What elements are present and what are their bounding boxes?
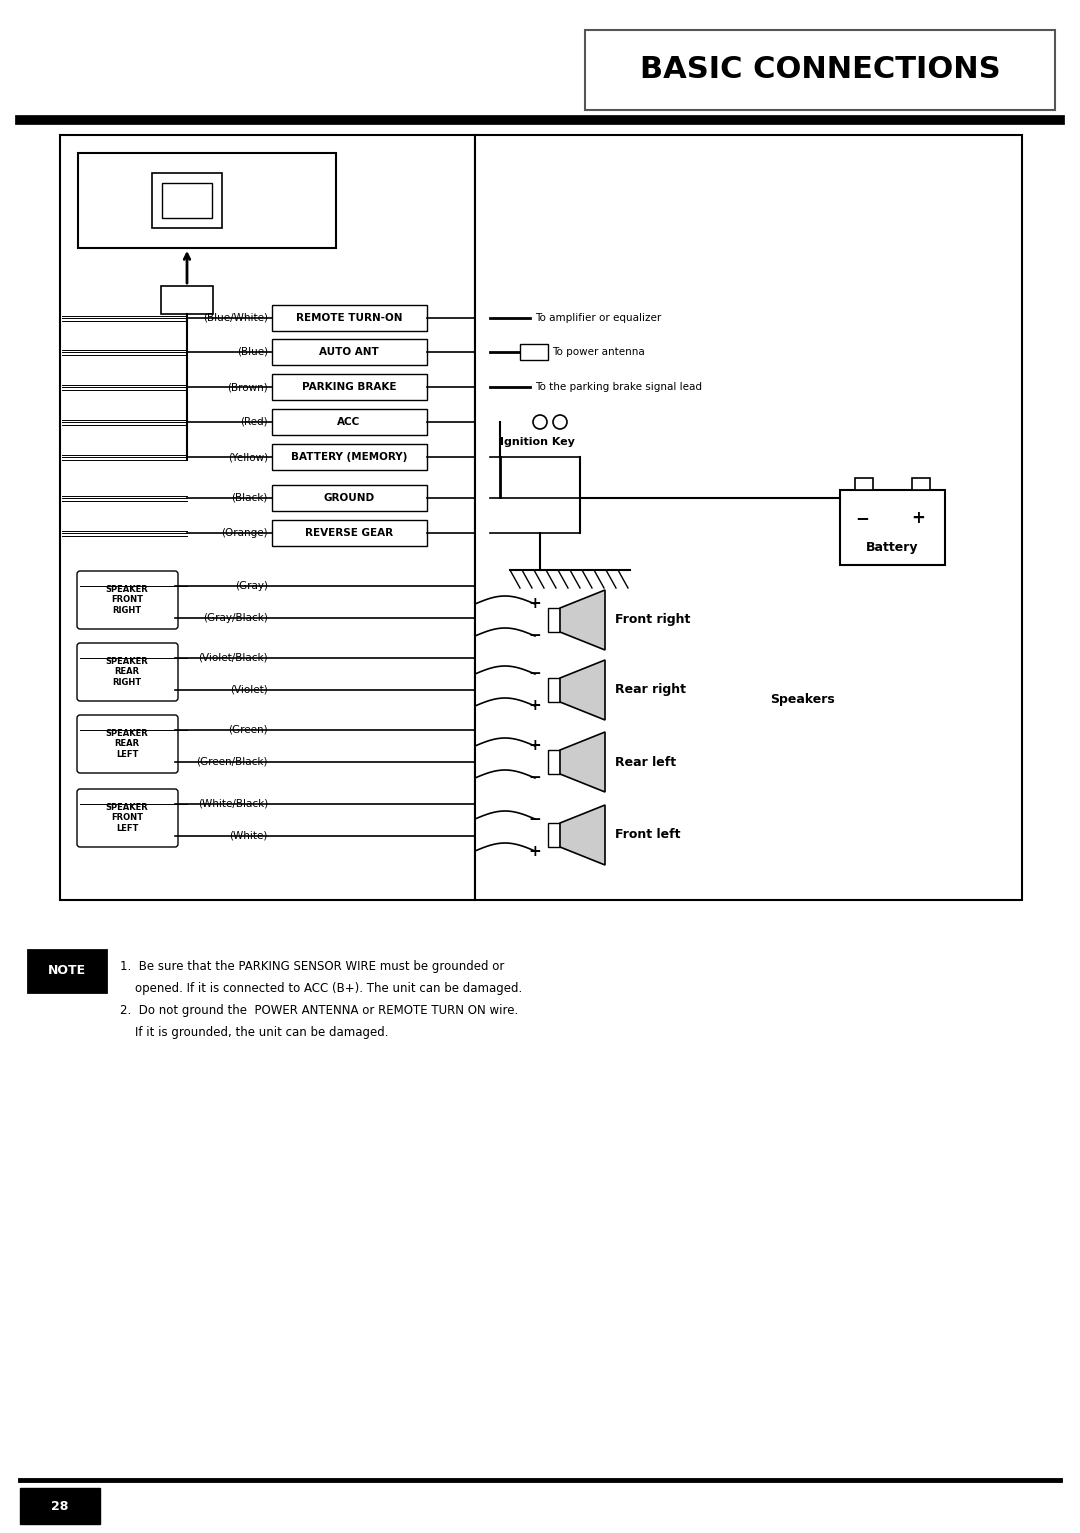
FancyBboxPatch shape	[77, 642, 178, 701]
Text: 2.  Do not ground the  POWER ANTENNA or REMOTE TURN ON wire.: 2. Do not ground the POWER ANTENNA or RE…	[120, 1004, 518, 1016]
Text: Battery: Battery	[866, 541, 918, 555]
FancyBboxPatch shape	[548, 823, 561, 848]
Text: (Green): (Green)	[228, 725, 268, 734]
Text: −: −	[528, 629, 541, 644]
FancyBboxPatch shape	[272, 520, 427, 546]
FancyBboxPatch shape	[78, 153, 336, 248]
Text: Rear right: Rear right	[615, 684, 686, 696]
Text: −: −	[528, 811, 541, 826]
FancyBboxPatch shape	[162, 182, 212, 218]
Text: (Blue/White): (Blue/White)	[203, 313, 268, 323]
Text: Front right: Front right	[615, 613, 690, 627]
FancyBboxPatch shape	[77, 570, 178, 629]
Text: (White): (White)	[230, 831, 268, 842]
FancyBboxPatch shape	[161, 287, 213, 314]
Text: SPEAKER
FRONT
RIGHT: SPEAKER FRONT RIGHT	[106, 586, 148, 615]
Text: REVERSE GEAR: REVERSE GEAR	[305, 527, 393, 538]
FancyBboxPatch shape	[548, 750, 561, 774]
Text: 28: 28	[52, 1499, 69, 1513]
Text: Front left: Front left	[615, 828, 680, 842]
Text: PARKING BRAKE: PARKING BRAKE	[301, 382, 396, 392]
Text: If it is grounded, the unit can be damaged.: If it is grounded, the unit can be damag…	[120, 1026, 389, 1039]
FancyBboxPatch shape	[548, 609, 561, 632]
FancyBboxPatch shape	[272, 445, 427, 471]
Text: (White/Black): (White/Black)	[198, 799, 268, 809]
FancyBboxPatch shape	[548, 678, 561, 702]
FancyBboxPatch shape	[28, 950, 106, 992]
Text: ACC: ACC	[337, 417, 361, 428]
Text: Speakers: Speakers	[770, 693, 835, 707]
FancyBboxPatch shape	[272, 374, 427, 400]
FancyBboxPatch shape	[77, 789, 178, 848]
Text: +: +	[912, 509, 924, 527]
Text: Rear left: Rear left	[615, 756, 676, 768]
Text: GROUND: GROUND	[323, 494, 375, 503]
FancyBboxPatch shape	[152, 173, 222, 228]
Text: SPEAKER
FRONT
LEFT: SPEAKER FRONT LEFT	[106, 803, 148, 832]
FancyBboxPatch shape	[272, 484, 427, 510]
Text: AUTO ANT: AUTO ANT	[319, 346, 379, 357]
Text: +: +	[528, 843, 541, 858]
Text: +: +	[528, 596, 541, 612]
FancyBboxPatch shape	[475, 135, 1022, 900]
FancyBboxPatch shape	[272, 339, 427, 365]
Text: (Red): (Red)	[241, 417, 268, 428]
FancyBboxPatch shape	[855, 478, 873, 491]
Text: (Yellow): (Yellow)	[228, 452, 268, 461]
Text: NOTE: NOTE	[48, 964, 86, 978]
Text: +: +	[528, 699, 541, 713]
Text: (Brown): (Brown)	[227, 382, 268, 392]
Text: 1.  Be sure that the PARKING SENSOR WIRE must be grounded or: 1. Be sure that the PARKING SENSOR WIRE …	[120, 960, 504, 973]
Text: BASIC CONNECTIONS: BASIC CONNECTIONS	[639, 55, 1000, 84]
Polygon shape	[561, 805, 605, 865]
Text: Ignition Key: Ignition Key	[500, 437, 575, 448]
Text: REMOTE TURN-ON: REMOTE TURN-ON	[296, 313, 402, 323]
FancyBboxPatch shape	[840, 491, 945, 566]
Text: BATTERY (MEMORY): BATTERY (MEMORY)	[291, 452, 407, 461]
FancyBboxPatch shape	[585, 31, 1055, 110]
Text: (Gray): (Gray)	[235, 581, 268, 592]
Text: SPEAKER
REAR
RIGHT: SPEAKER REAR RIGHT	[106, 658, 148, 687]
Text: −: −	[855, 509, 869, 527]
FancyBboxPatch shape	[21, 1489, 100, 1524]
Polygon shape	[561, 661, 605, 721]
FancyBboxPatch shape	[272, 409, 427, 435]
Text: To amplifier or equalizer: To amplifier or equalizer	[535, 313, 661, 323]
Text: (Blue): (Blue)	[237, 346, 268, 357]
FancyBboxPatch shape	[77, 714, 178, 773]
FancyBboxPatch shape	[272, 305, 427, 331]
Text: (Violet): (Violet)	[230, 685, 268, 694]
Text: (Green/Black): (Green/Black)	[197, 757, 268, 766]
Text: opened. If it is connected to ACC (B+). The unit can be damaged.: opened. If it is connected to ACC (B+). …	[120, 983, 523, 995]
Text: (Gray/Black): (Gray/Black)	[203, 613, 268, 622]
FancyBboxPatch shape	[519, 343, 548, 360]
Polygon shape	[561, 590, 605, 650]
Text: (Orange): (Orange)	[221, 527, 268, 538]
Text: To power antenna: To power antenna	[552, 346, 645, 357]
FancyBboxPatch shape	[912, 478, 930, 491]
Text: +: +	[528, 739, 541, 754]
Text: (Violet/Black): (Violet/Black)	[199, 653, 268, 662]
Text: −: −	[528, 771, 541, 785]
Text: SPEAKER
REAR
LEFT: SPEAKER REAR LEFT	[106, 730, 148, 759]
FancyBboxPatch shape	[60, 135, 475, 900]
Text: (Black): (Black)	[231, 494, 268, 503]
Polygon shape	[561, 731, 605, 793]
Text: To the parking brake signal lead: To the parking brake signal lead	[535, 382, 702, 392]
Text: −: −	[528, 667, 541, 682]
